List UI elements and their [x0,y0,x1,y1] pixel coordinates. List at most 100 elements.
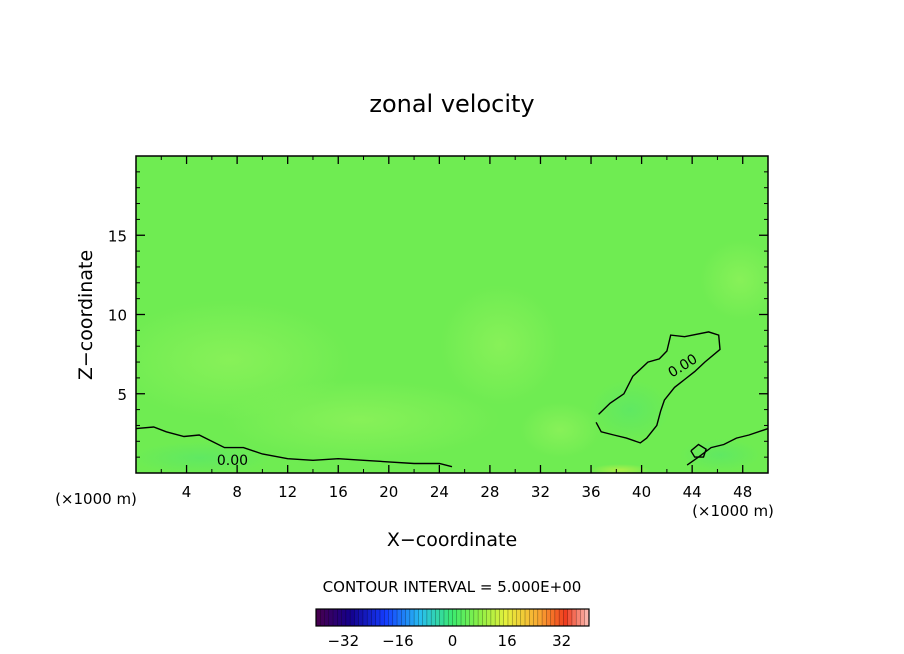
x-units-left: (×1000 m) [55,490,137,508]
colorbar-cell [465,609,470,626]
colorbar-tick-label: 0 [448,632,458,650]
colorbar-cell [350,609,355,626]
colorbar-cell [316,609,321,626]
colorbar-cell [422,609,428,626]
colorbar-cell [563,609,568,626]
contour-label: 0.00 [217,453,248,469]
x-tick-label: 36 [581,483,600,501]
colorbar-cell [409,609,415,626]
colorbar-cell [405,609,411,626]
x-tick-label: 28 [480,483,499,501]
colorbar-cell [379,609,385,626]
colorbar-cell [542,609,547,626]
y-axis-ticks: 5 10 15 [108,171,768,458]
colorbar-cell [452,609,458,626]
colorbar-cell [439,609,445,626]
colorbar-cell [362,609,368,626]
colorbar-cell [345,609,351,626]
colorbar-cell [520,609,526,626]
colorbar-tick-label: −16 [382,632,414,650]
colorbar-ticks: −32 −16 0 16 32 [327,632,571,650]
zero-contour-line [136,426,453,468]
colorbar-cell [341,609,347,626]
colorbar-cell [559,609,564,626]
colorbar-cell [529,609,534,626]
x-tick-label: 24 [430,483,449,501]
colorbar-cell [384,609,389,626]
x-tick-label: 44 [683,483,702,501]
x-tick-label: 16 [329,483,348,501]
colorbar-cell [533,609,539,626]
colorbar-cell [512,609,517,626]
colorbar-cell [550,609,556,626]
y-tick-label: 5 [117,386,127,404]
colorbar-cell [333,609,338,626]
colorbar-cell [358,609,364,626]
colorbar-cell [478,609,483,626]
contour-lines [136,331,768,468]
colorbar-cell [503,609,509,626]
colorbar-cell [418,609,423,626]
colorbar-cell [435,609,441,626]
colorbar [315,608,590,627]
colorbar-tick-label: 16 [498,632,517,650]
chart-title: zonal velocity [369,90,534,118]
colorbar-cell [482,609,487,626]
contour-interval-text: CONTOUR INTERVAL = 5.000E+00 [323,578,582,596]
x-tick-label: 4 [182,483,192,501]
colorbar-cell [367,609,372,626]
y-axis-label: Z−coordinate [75,250,97,380]
colorbar-tick-label: −32 [327,632,359,650]
x-tick-label: 40 [632,483,651,501]
colorbar-cell [571,609,577,626]
x-units-right: (×1000 m) [692,502,774,520]
colorbar-cell [567,609,573,626]
x-axis-ticks: 4 8 12 16 20 24 28 32 36 40 44 48 [160,156,752,501]
colorbar-cell [375,609,381,626]
colorbar-cell [337,609,342,626]
colorbar-cell [401,609,406,626]
y-tick-label: 10 [108,307,127,325]
x-tick-label: 32 [531,483,550,501]
colorbar-cell [371,609,377,626]
colorbar-cell [516,609,522,626]
colorbar-cell [443,609,449,626]
x-tick-label: 20 [379,483,398,501]
colorbar-cell [392,609,398,626]
colorbar-cell [584,609,590,626]
zero-contour-line [690,443,707,458]
colorbar-cell [495,609,500,626]
colorbar-cell [388,609,394,626]
plot-area [136,156,768,473]
x-axis-label: X−coordinate [387,529,517,551]
colorbar-cell [397,609,402,626]
x-tick-label: 12 [278,483,297,501]
colorbar-cell [328,609,334,626]
colorbar-cell [320,609,325,626]
colorbar-cell [324,609,330,626]
colorbar-cell [431,609,436,626]
colorbar-frame [315,608,590,627]
colorbar-cell [554,609,560,626]
x-tick-label: 8 [232,483,242,501]
colorbar-cell [473,609,479,626]
zero-contour-line [595,331,721,444]
colorbar-cell [580,609,586,626]
colorbar-cell [537,609,543,626]
colorbar-cell [354,609,359,626]
colorbar-cell [525,609,530,626]
x-tick-label: 48 [733,483,752,501]
colorbar-cell [486,609,492,626]
y-tick-label: 15 [108,227,127,245]
colorbar-cell [456,609,462,626]
colorbar-cell [414,609,419,626]
colorbar-cell [469,609,475,626]
colorbar-cell [576,609,581,626]
colorbar-cell [499,609,504,626]
colorbar-cell [546,609,551,626]
colorbar-cell [507,609,513,626]
colorbar-cell [426,609,432,626]
colorbar-tick-label: 32 [552,632,571,650]
colorbar-cell [490,609,496,626]
